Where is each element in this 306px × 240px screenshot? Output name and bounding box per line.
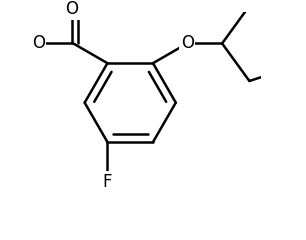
Text: O: O (65, 0, 78, 18)
Text: F: F (103, 173, 112, 191)
Text: O: O (32, 34, 45, 52)
Text: O: O (181, 34, 194, 52)
